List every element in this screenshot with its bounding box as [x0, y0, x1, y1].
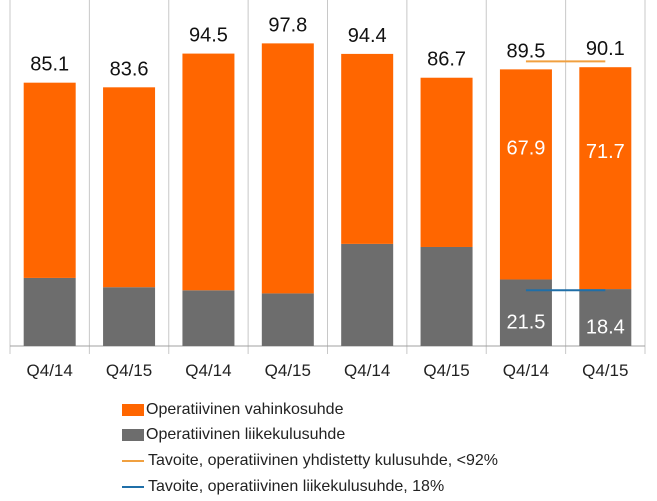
- bar-segment-label: 67.9: [506, 137, 545, 159]
- bar-total-label: 94.4: [348, 25, 387, 47]
- bar-segment-liikekulusuhde: [261, 293, 314, 346]
- x-tick-label: Q4/14: [344, 361, 390, 380]
- legend-label: Operatiivinen liikekulusuhde: [146, 426, 346, 443]
- bar-segment-label: 18.4: [586, 317, 625, 339]
- bar-segment-vahinkosuhde: [341, 53, 394, 244]
- x-tick-label: Q4/15: [423, 361, 469, 380]
- bar-segment-vahinkosuhde: [420, 77, 473, 247]
- x-tick-label: Q4/15: [265, 361, 311, 380]
- bar-total-label: 89.5: [506, 40, 545, 62]
- legend-item-target-expense: Tavoite, operatiivinen liikekulusuhde, 1…: [122, 475, 444, 499]
- bar-segment-vahinkosuhde: [261, 43, 314, 294]
- bar-total-label: 97.8: [268, 14, 307, 36]
- x-tick-label: Q4/15: [582, 361, 628, 380]
- legend-line-blue: [122, 486, 144, 488]
- bar-segment-liikekulusuhde: [23, 277, 76, 346]
- bar-segment-label: 71.7: [586, 141, 625, 163]
- legend-line-orange: [122, 460, 144, 462]
- legend-item-target-combined: Tavoite, operatiivinen yhdistetty kulusu…: [122, 449, 498, 473]
- target-lines-layer: [525, 60, 606, 292]
- bar-segment-vahinkosuhde: [499, 69, 552, 280]
- bar-total-label: 83.6: [110, 58, 149, 80]
- legend-label: Tavoite, operatiivinen yhdistetty kulusu…: [148, 452, 498, 469]
- x-tick-label: Q4/15: [106, 361, 152, 380]
- bar-segment-liikekulusuhde: [579, 289, 632, 346]
- legend-swatch-gray: [122, 429, 144, 441]
- bar-total-label: 90.1: [586, 38, 625, 60]
- bar-segment-liikekulusuhde: [182, 290, 235, 346]
- legend-item-liikekulusuhde: Operatiivinen liikekulusuhde: [122, 423, 345, 447]
- bar-total-label: 94.5: [189, 25, 228, 47]
- bar-segment-vahinkosuhde: [23, 82, 76, 278]
- legend-label: Operatiivinen vahinkosuhde: [146, 401, 344, 418]
- data-labels-layer: 85.1 83.6 94.5 97.8 94.4 86.7 89.5 90.1 67.9 71.7…: [30, 14, 625, 338]
- legend-label: Tavoite, operatiivinen liikekulusuhde, 1…: [148, 478, 445, 495]
- bar-segment-liikekulusuhde: [341, 243, 394, 346]
- x-tick-label: Q4/14: [503, 361, 549, 380]
- legend-item-vahinkosuhde: Operatiivinen vahinkosuhde: [122, 398, 343, 422]
- bar-total-label: 85.1: [30, 54, 69, 76]
- bar-total-label: 86.7: [427, 49, 466, 71]
- bar-segment-liikekulusuhde: [103, 287, 156, 346]
- legend-swatch-orange: [122, 404, 144, 416]
- x-tick-labels-layer: Q4/14 Q4/15 Q4/14 Q4/15 Q4/14 Q4/15 Q4/14 Q4/15: [27, 361, 629, 380]
- bar-segment-label: 21.5: [506, 312, 545, 334]
- bars-layer: [23, 43, 632, 346]
- x-tick-label: Q4/14: [185, 361, 231, 380]
- bar-segment-liikekulusuhde: [420, 246, 473, 346]
- x-tick-label: Q4/14: [27, 361, 73, 380]
- bar-segment-vahinkosuhde: [579, 67, 632, 290]
- bar-segment-vahinkosuhde: [182, 53, 235, 291]
- bar-segment-vahinkosuhde: [103, 87, 156, 288]
